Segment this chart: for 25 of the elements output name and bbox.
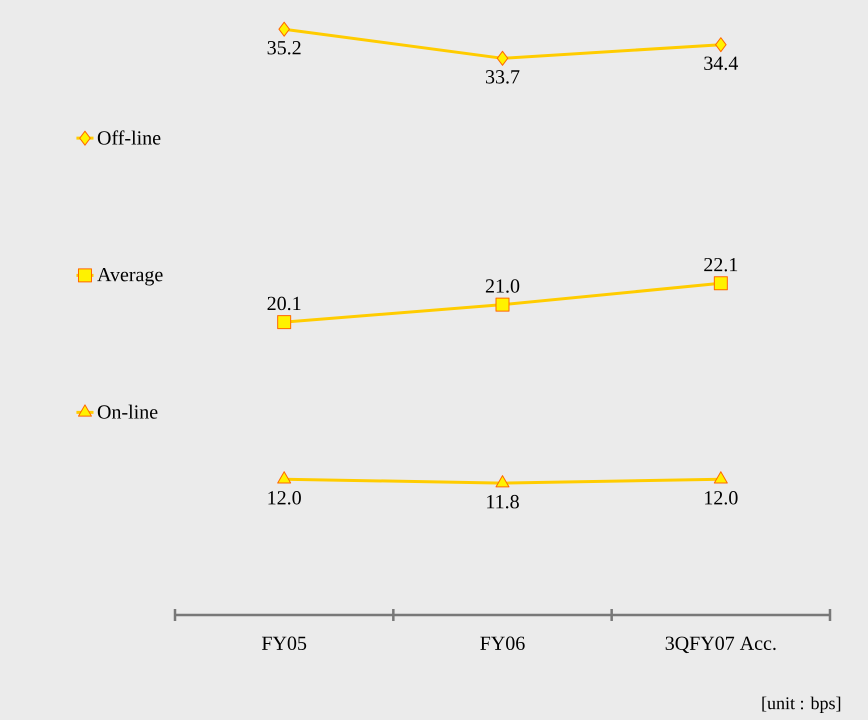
point [496,475,510,488]
legend-label: Off-line [98,130,160,145]
point [277,471,292,484]
x-tick-label: 3QFY07 Acc. [666,636,776,654]
point [277,315,292,330]
point [278,22,290,37]
point [496,50,508,66]
legend-label: On-line [98,404,158,419]
data-label: 12.0 [268,491,301,505]
data-label: 33.7 [486,70,520,84]
x-tick-label: FY06 [480,636,525,650]
point [714,471,728,484]
x-tick-label: FY05 [262,636,306,650]
data-label: 34.4 [704,56,738,70]
data-label: 12.0 [705,491,738,505]
text: [unit : bps] [762,696,840,713]
data-label: 11.8 [487,494,519,509]
legend-label: Average [97,268,163,286]
point [496,298,510,312]
data-label: 21.0 [486,279,520,293]
data-label: 35.2 [268,41,301,55]
point [714,276,728,290]
data-label: 20.1 [268,296,300,310]
data-label: 22.1 [704,258,738,272]
point [715,37,727,52]
